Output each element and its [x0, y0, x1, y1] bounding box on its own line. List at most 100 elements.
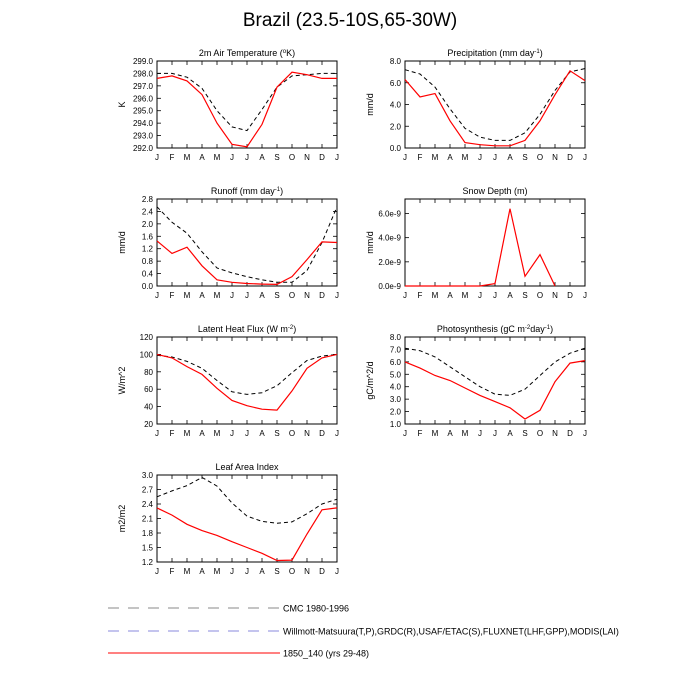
x-tick-label: J	[493, 153, 497, 162]
plot-frame	[404, 336, 586, 425]
x-tick-label: M	[214, 153, 221, 162]
y-tick-label: 295.0	[133, 107, 154, 116]
chart-panel: Runoff (mm day-1) 0.0 0.4 0.8 1.2 1.6 2.0 2.4 2.…	[117, 186, 339, 300]
y-tick-label: 2.7	[142, 486, 154, 495]
x-tick-label: M	[432, 153, 439, 162]
x-tick-label: M	[214, 291, 221, 300]
chart-panel: Photosynthesis (gC m-2day-1) 1.0 2.0 3.0 4.0…	[365, 324, 587, 438]
x-tick-label: J	[230, 153, 234, 162]
y-tick-label: 120	[140, 333, 154, 342]
y-tick-label: 294.0	[133, 119, 154, 128]
x-tick-label: M	[184, 429, 191, 438]
x-tick-label: J	[155, 429, 159, 438]
y-tick-label: 293.0	[133, 132, 154, 141]
x-tick-label: D	[567, 429, 573, 438]
x-tick-label: F	[418, 429, 423, 438]
y-tick-label: 3.0	[390, 395, 402, 404]
y-tick-label: 0.0	[390, 144, 402, 153]
x-tick-label: A	[259, 567, 265, 576]
x-tick-label: J	[403, 153, 407, 162]
x-tick-label: M	[214, 429, 221, 438]
y-tick-label: 299.0	[133, 57, 154, 66]
x-tick-label: A	[259, 429, 265, 438]
panel-title: Precipitation (mm day-1)	[447, 48, 542, 58]
cmc-series-line	[156, 476, 338, 524]
x-tick-label: N	[304, 567, 310, 576]
x-tick-label: J	[335, 153, 339, 162]
model-series-line	[404, 360, 586, 420]
x-tick-label: F	[170, 567, 175, 576]
panel-title: Leaf Area Index	[215, 462, 279, 472]
x-tick-label: J	[335, 567, 339, 576]
x-tick-label: A	[507, 153, 513, 162]
plot-frame	[156, 474, 338, 563]
y-tick-label: 2.8	[142, 195, 154, 204]
y-tick-label: 20	[144, 420, 153, 429]
cmc-series-line	[156, 206, 338, 283]
x-tick-label: S	[274, 291, 279, 300]
x-tick-label: D	[567, 291, 573, 300]
x-tick-label: A	[259, 291, 265, 300]
x-tick-label: F	[418, 153, 423, 162]
figure-title: Brazil (23.5-10S,65-30W)	[242, 10, 458, 31]
x-tick-label: A	[199, 291, 205, 300]
x-tick-label: A	[507, 429, 513, 438]
y-tick-label: 3.0	[142, 471, 154, 480]
cmc-series-line	[404, 347, 586, 396]
x-tick-label: J	[155, 291, 159, 300]
x-tick-label: O	[289, 153, 295, 162]
x-tick-label: N	[552, 429, 558, 438]
x-tick-label: A	[507, 291, 513, 300]
plot-frame	[404, 198, 586, 287]
x-tick-label: A	[259, 153, 265, 162]
y-tick-label: 292.0	[133, 144, 154, 153]
y-tick-label: 60	[144, 385, 153, 394]
panel-title: 2m Air Temperature (oK)	[199, 48, 295, 58]
x-tick-label: J	[583, 291, 587, 300]
x-tick-label: M	[184, 153, 191, 162]
x-tick-label: D	[319, 291, 325, 300]
x-tick-label: N	[304, 429, 310, 438]
x-tick-label: J	[478, 153, 482, 162]
x-tick-label: J	[155, 153, 159, 162]
x-tick-label: F	[170, 291, 175, 300]
model-series-line	[404, 69, 586, 147]
y-tick-label: 7.0	[390, 345, 402, 354]
x-tick-label: A	[199, 429, 205, 438]
x-tick-label: S	[274, 567, 279, 576]
x-tick-label: O	[289, 291, 295, 300]
y-tick-label: 298.0	[133, 69, 154, 78]
y-tick-label: 1.5	[142, 544, 154, 553]
x-tick-label: J	[335, 291, 339, 300]
x-tick-label: M	[432, 429, 439, 438]
chart-panel: Latent Heat Flux (W m-2) 20 40 60 80 100 120 W/…	[117, 324, 339, 438]
x-tick-label: F	[170, 153, 175, 162]
y-tick-label: 6.0	[390, 79, 402, 88]
x-tick-label: A	[199, 153, 205, 162]
y-tick-label: 8.0	[390, 57, 402, 66]
model-series-line	[156, 353, 338, 411]
x-tick-label: J	[230, 291, 234, 300]
cmc-series-line	[156, 353, 338, 395]
y-tick-label: 0.0e-9	[378, 282, 401, 291]
y-tick-label: 0.4	[142, 270, 154, 279]
panel-title: Latent Heat Flux (W m-2)	[198, 324, 296, 334]
y-axis-label: K	[117, 101, 127, 107]
y-tick-label: 100	[140, 350, 154, 359]
y-tick-label: 4.0	[390, 101, 402, 110]
x-tick-label: N	[304, 291, 310, 300]
x-tick-label: J	[478, 291, 482, 300]
y-axis-label: mm/d	[365, 231, 375, 254]
panel-title: Snow Depth (m)	[462, 186, 527, 196]
y-axis-label: W/m^2	[117, 367, 127, 395]
y-tick-label: 2.0e-9	[378, 258, 401, 267]
x-tick-label: J	[493, 291, 497, 300]
y-axis-label: mm/d	[117, 231, 127, 254]
plot-frame	[156, 336, 338, 425]
x-tick-label: J	[493, 429, 497, 438]
model-series-line	[156, 71, 337, 148]
x-tick-label: S	[274, 429, 279, 438]
model-series-line	[156, 240, 338, 286]
y-axis-label: gC/m^2/d	[365, 361, 375, 399]
